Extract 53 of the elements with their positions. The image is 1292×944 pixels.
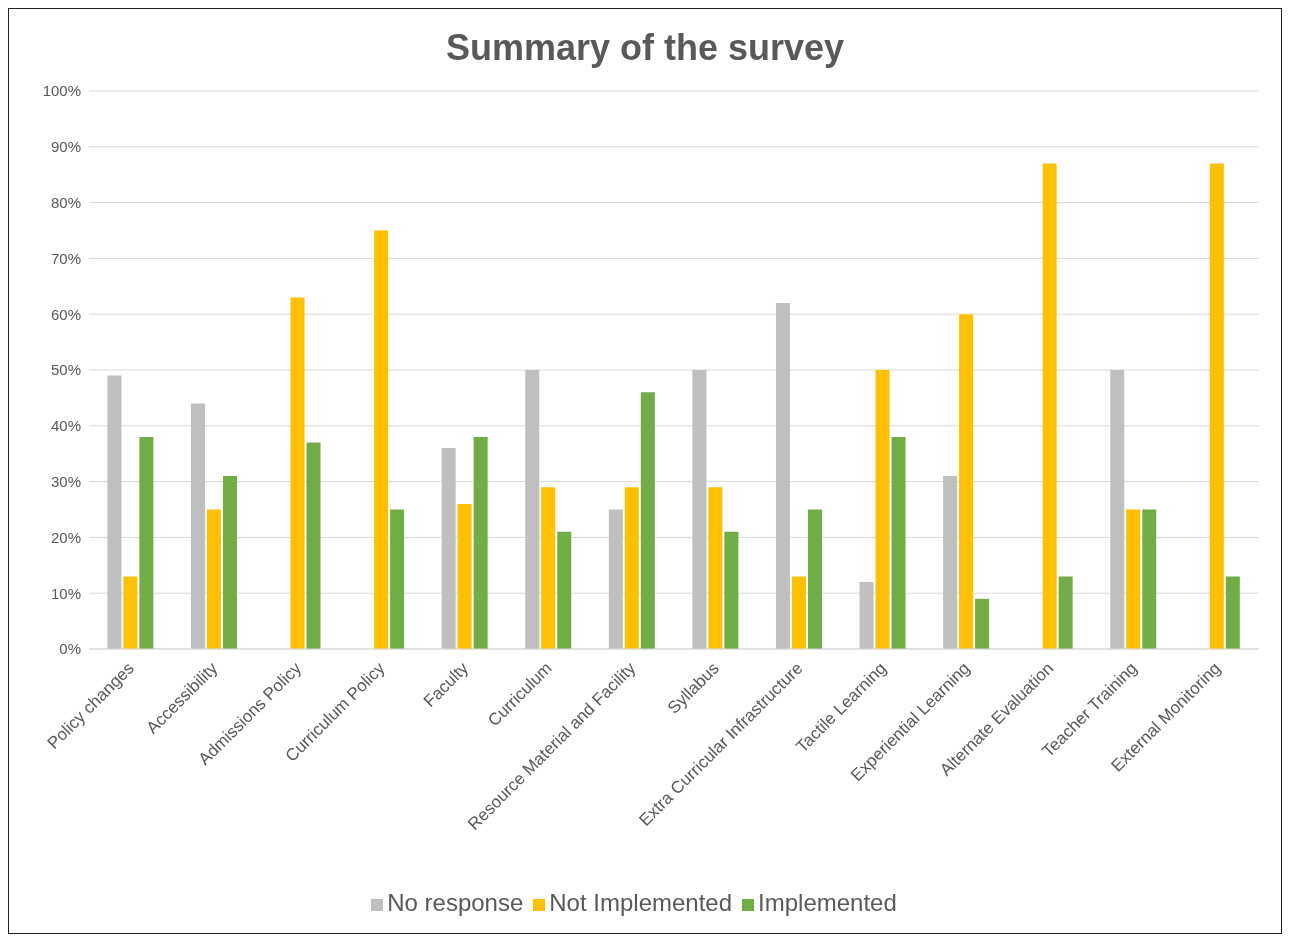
bar (791, 576, 806, 649)
legend-label: Implemented (758, 889, 897, 916)
bar (807, 509, 822, 649)
bar (441, 448, 456, 649)
y-tick-label: 90% (50, 138, 81, 156)
y-tick-label: 10% (50, 584, 81, 602)
bar (1110, 370, 1125, 649)
bar (943, 476, 958, 649)
y-tick-label: 50% (50, 361, 81, 379)
bar (859, 582, 874, 649)
bar (975, 598, 990, 649)
bar (457, 503, 472, 649)
y-tick-label: 20% (50, 528, 81, 546)
bar (139, 436, 154, 649)
bar (541, 487, 556, 649)
bar (190, 403, 205, 649)
bar (107, 375, 122, 649)
bar (708, 487, 723, 649)
y-tick-label: 100% (42, 82, 81, 100)
bar (1042, 163, 1057, 649)
bar (123, 576, 138, 649)
bar (206, 509, 221, 649)
y-tick-label: 40% (50, 417, 81, 435)
bar (473, 436, 488, 649)
bar (290, 297, 305, 649)
bar (1142, 509, 1157, 649)
bar (640, 392, 655, 649)
y-tick-label: 70% (50, 249, 81, 267)
bar (608, 509, 623, 649)
bar (724, 531, 739, 649)
y-tick-label: 30% (50, 472, 81, 490)
bar (1225, 576, 1240, 649)
bar (624, 487, 639, 649)
bar (692, 370, 707, 649)
bar (891, 436, 906, 649)
bar (959, 314, 974, 649)
legend-label: No response (387, 889, 524, 916)
y-tick-label: 80% (50, 193, 81, 211)
bar (1126, 509, 1141, 649)
bar (875, 370, 890, 649)
y-tick-label: 0% (59, 640, 81, 658)
chart-title: Summary of the survey (444, 26, 846, 70)
legend-label: Not Implemented (549, 889, 733, 916)
bar (390, 509, 405, 649)
bar (1209, 163, 1224, 649)
bar (525, 370, 540, 649)
y-tick-label: 60% (50, 305, 81, 323)
bar (374, 230, 389, 649)
bar (557, 531, 572, 649)
bar (222, 476, 237, 649)
bar (306, 442, 321, 649)
bar (1058, 576, 1073, 649)
bar (775, 303, 790, 649)
